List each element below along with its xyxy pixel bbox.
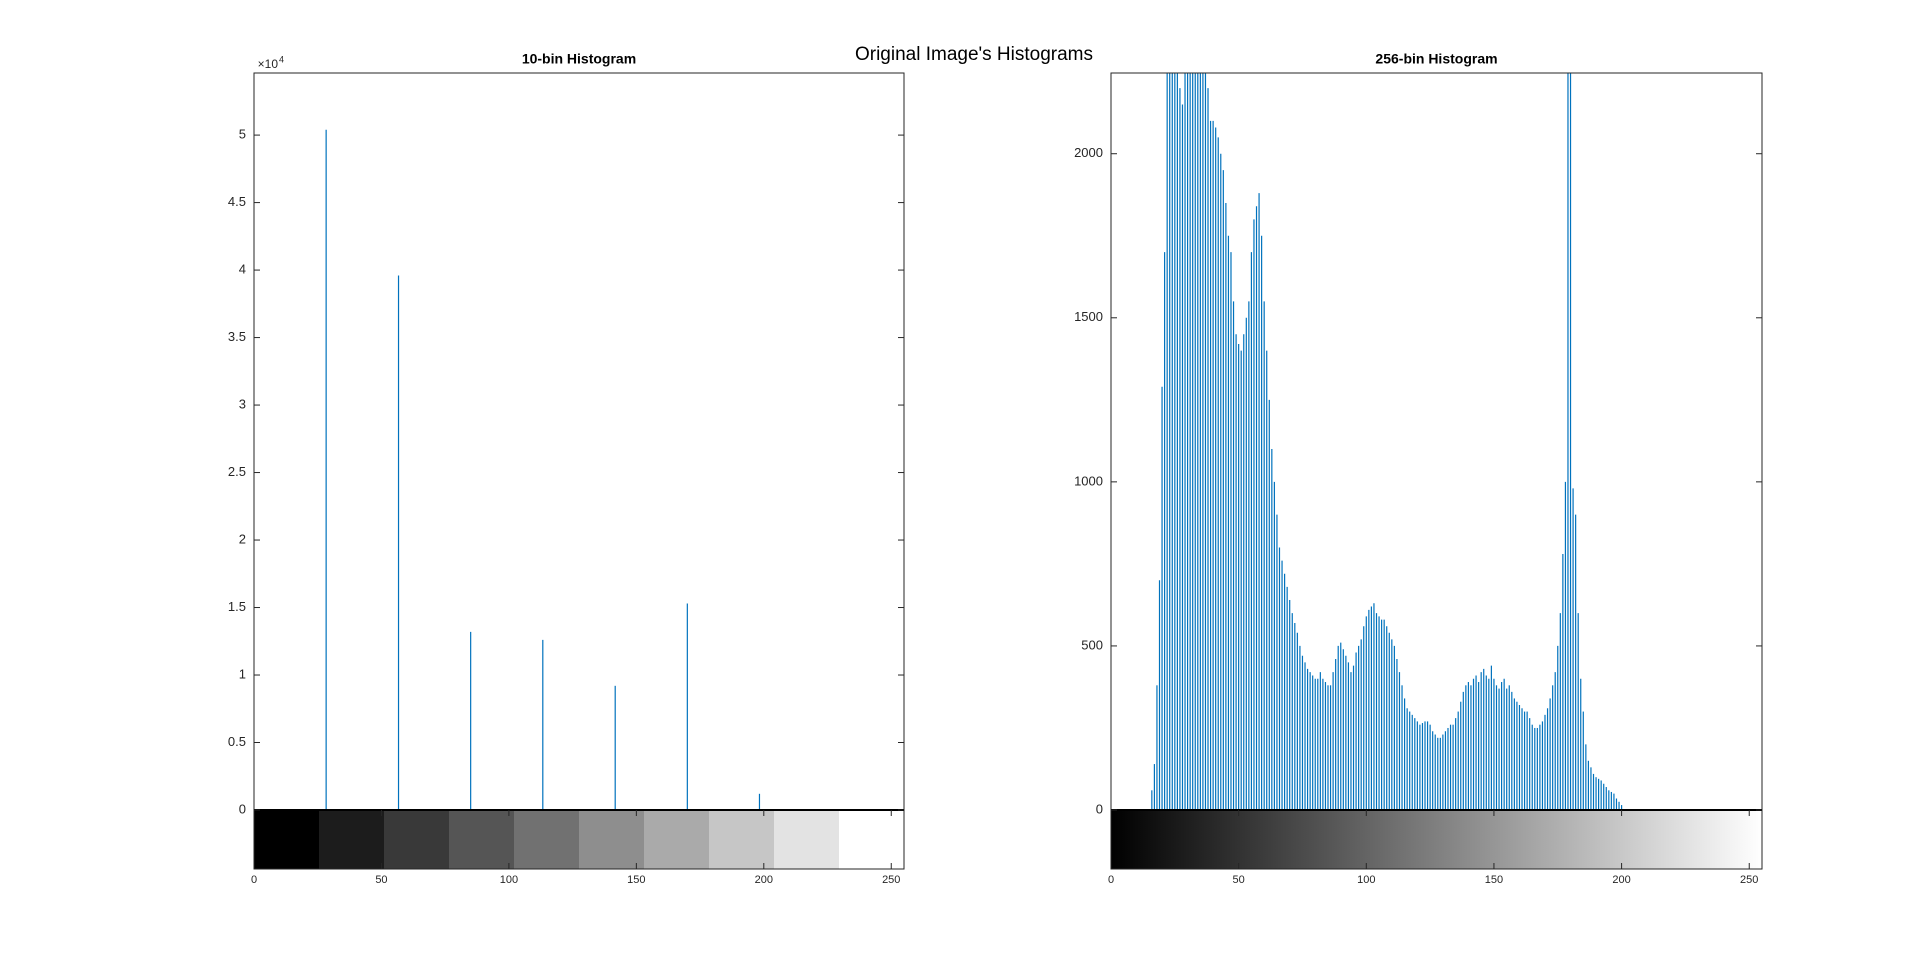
y-tick-label: 0.5 (228, 734, 246, 749)
x-tick-label: 150 (1485, 874, 1503, 886)
x-tick-label: 200 (755, 874, 773, 886)
y-tick-label: 4.5 (228, 194, 246, 209)
axes-background (254, 73, 904, 810)
axes-background (1111, 73, 1762, 810)
x-tick-label: 250 (1740, 874, 1758, 886)
figure-title: Original Image's Histograms (855, 44, 1093, 65)
y-tick-label: 0 (239, 801, 246, 816)
x-tick-label: 250 (882, 874, 900, 886)
y-tick-label: 3.5 (228, 329, 246, 344)
colorbar-block (514, 810, 580, 869)
y-tick-label: 2 (239, 531, 246, 546)
subplot-title: 256-bin Histogram (1375, 51, 1497, 67)
colorbar-gradient (1111, 810, 1762, 869)
colorbar-block (319, 810, 385, 869)
x-tick-label: 0 (1108, 874, 1114, 886)
colorbar-block (839, 810, 905, 869)
x-tick-label: 50 (375, 874, 387, 886)
x-tick-label: 50 (1233, 874, 1245, 886)
y-tick-label: 4 (239, 262, 246, 277)
plot-area (1151, 73, 1623, 810)
y-tick-label: 5 (239, 127, 246, 142)
plot-area (325, 129, 761, 810)
x-tick-label: 200 (1612, 874, 1630, 886)
y-multiplier-exponent: 4 (279, 54, 284, 64)
y-tick-label: 1000 (1074, 473, 1103, 488)
y-tick-label: 1 (239, 666, 246, 681)
colorbar-block (644, 810, 710, 869)
colorbar-block (254, 810, 320, 869)
y-tick-label: 2000 (1074, 145, 1103, 160)
y-tick-label: 2.5 (228, 464, 246, 479)
x-tick-label: 0 (251, 874, 257, 886)
colorbar-block (384, 810, 450, 869)
x-tick-label: 150 (627, 874, 645, 886)
y-multiplier-base: ×10 (258, 57, 279, 71)
colorbar-block (449, 810, 515, 869)
y-tick-label: 1500 (1074, 309, 1103, 324)
colorbar-block (774, 810, 840, 869)
x-tick-label: 100 (500, 874, 518, 886)
x-tick-label: 100 (1357, 874, 1375, 886)
y-tick-label: 3 (239, 396, 246, 411)
colorbar-block (709, 810, 775, 869)
y-tick-label: 500 (1081, 637, 1103, 652)
subplot-title: 10-bin Histogram (522, 51, 636, 67)
y-tick-label: 0 (1096, 801, 1103, 816)
colorbar-block (579, 810, 645, 869)
y-tick-label: 1.5 (228, 599, 246, 614)
